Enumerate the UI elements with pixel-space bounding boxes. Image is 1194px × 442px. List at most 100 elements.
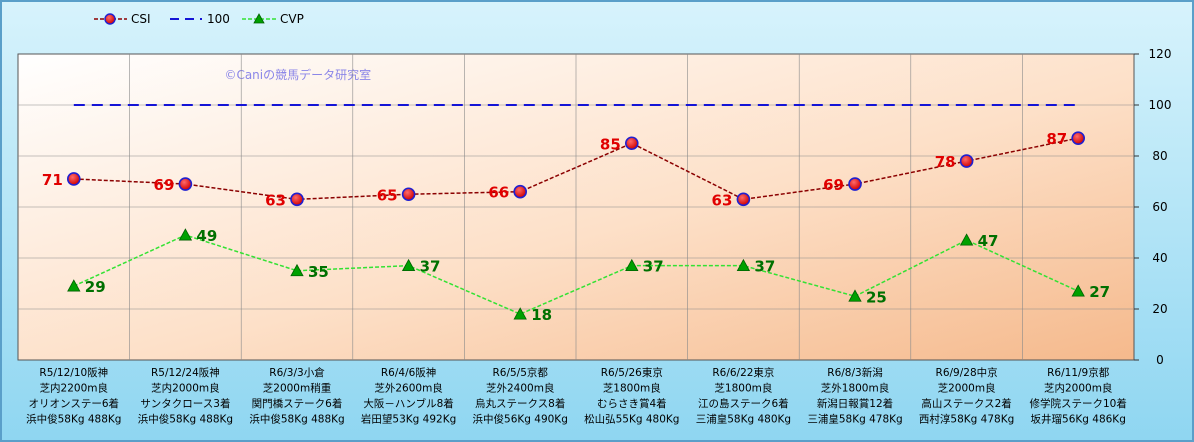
- cvp-data-label: 49: [196, 227, 217, 245]
- cvp-point: [625, 258, 639, 272]
- csi-data-label: 69: [823, 176, 844, 194]
- cvp-point: [959, 233, 974, 246]
- csi-point: [624, 136, 639, 151]
- x-category-line: 浜中俊58Kg 488Kg: [26, 413, 121, 426]
- csi-point: [290, 192, 304, 207]
- cvp-data-label: 29: [85, 278, 106, 296]
- csi-point: [401, 187, 416, 202]
- csi-point: [178, 177, 193, 191]
- legend-csi-swatch-marker: [104, 13, 116, 25]
- series-layer: 71 69 63 65 66 85 63 69 78 87 29 49 35 37 18 37 37 25 47 27: [42, 104, 1110, 324]
- x-category-line: 芝2000m稍重: [263, 382, 331, 395]
- x-category-line: 修学院ステーク10着: [1030, 397, 1127, 410]
- cvp-point: [1071, 284, 1085, 297]
- x-category-line: 松山弘55Kg 480Kg: [584, 413, 679, 426]
- csi-point: [959, 154, 974, 168]
- x-category-line: 芝内2000m良: [151, 382, 219, 395]
- legend-csi-label: CSI: [131, 12, 151, 26]
- cvp-data-label: 25: [866, 288, 887, 306]
- x-category-line: 西村淳58Kg 478Kg: [919, 413, 1014, 426]
- legend-cvp-label: CVP: [280, 12, 304, 26]
- x-category-line: R6/8/3新潟: [827, 366, 882, 379]
- cvp-point: [290, 263, 304, 277]
- csi-data-label: 85: [600, 135, 621, 153]
- x-category-line: 烏丸ステークス8着: [475, 397, 565, 410]
- x-category-label: R6/5/26東京芝1800m良むらさき賞4着松山弘55Kg 480Kg: [584, 366, 679, 426]
- watermark: ©Caniの競馬データ研究室: [224, 67, 371, 82]
- x-category-line: R5/12/24阪神: [151, 366, 220, 379]
- x-category-label: R5/12/10阪神芝内2200m良オリオンステー6着浜中俊58Kg 488Kg: [26, 366, 121, 426]
- x-category-line: R6/5/5京都: [492, 366, 548, 379]
- csi-point: [67, 172, 81, 186]
- x-category-line: 岩田望53Kg 492Kg: [361, 413, 456, 426]
- x-category-line: 高山ステークス2着: [921, 397, 1011, 410]
- cvp-point: [736, 258, 751, 272]
- x-category-line: R6/9/28中京: [936, 366, 998, 379]
- cvp-point: [848, 289, 862, 302]
- cvp-point: [513, 307, 527, 320]
- x-category-line: R6/5/26東京: [601, 366, 663, 379]
- cvp-data-label: 47: [978, 232, 999, 250]
- csi-data-label: 69: [154, 176, 175, 194]
- x-category-line: 芝内2000m良: [1044, 382, 1112, 395]
- x-category-line: オリオンステー6着: [29, 397, 119, 410]
- x-category-line: 芝1800m良: [714, 382, 772, 395]
- csi-data-label: 65: [377, 186, 398, 204]
- x-category-line: 浜中俊58Kg 488Kg: [249, 413, 344, 426]
- y-tick-label: 20: [1152, 302, 1167, 316]
- x-category-line: 浜中俊56Kg 490Kg: [473, 413, 568, 426]
- x-category-line: 芝外2600m良: [374, 382, 442, 395]
- cvp-data-label: 37: [420, 258, 441, 276]
- cvp-data-label: 18: [531, 306, 552, 324]
- x-category-line: 関門橋ステーク6着: [252, 397, 343, 410]
- csi-data-label: 63: [265, 191, 286, 209]
- x-category-line: むらさき賞4着: [597, 397, 667, 410]
- x-category-line: 新潟日報賞12着: [817, 397, 893, 410]
- x-category-label: R6/4/6阪神芝外2600m良大阪－ハンブル8着岩田望53Kg 492Kg: [361, 366, 456, 426]
- x-category-line: R6/4/6阪神: [381, 366, 436, 379]
- y-tick-label: 60: [1152, 200, 1167, 214]
- x-category-line: 芝外2400m良: [486, 382, 554, 395]
- y-tick-label: 0: [1156, 353, 1164, 367]
- legend: CSI 100 CVP: [94, 12, 304, 26]
- csi-point: [513, 184, 528, 199]
- x-category-line: 芝1800m良: [603, 382, 661, 395]
- cvp-point: [401, 258, 416, 272]
- x-category-line: R5/12/10阪神: [39, 366, 108, 379]
- x-category-line: 大阪－ハンブル8着: [363, 397, 453, 410]
- x-category-label: R6/6/22東京芝1800m良江の島ステーク6着三浦皇58Kg 480Kg: [696, 366, 791, 426]
- legend-cvp-swatch-marker: [253, 13, 265, 24]
- cvp-data-label: 37: [643, 258, 664, 276]
- x-category-line: R6/6/22東京: [712, 366, 774, 379]
- cvp-data-label: 35: [308, 263, 329, 281]
- csi-data-label: 87: [1046, 130, 1067, 148]
- series-cvp-line: [73, 234, 1079, 315]
- x-category-line: 三浦皇58Kg 480Kg: [696, 413, 791, 426]
- x-category-line: 浜中俊58Kg 488Kg: [138, 413, 233, 426]
- x-category-label: R6/8/3新潟芝外1800m良新潟日報賞12着三浦皇58Kg 478Kg: [807, 366, 902, 426]
- csi-data-label: 78: [935, 153, 956, 171]
- cvp-point: [178, 228, 193, 241]
- csi-data-label: 63: [712, 191, 733, 209]
- cvp-data-label: 37: [754, 258, 775, 276]
- x-category-line: 坂井瑠56Kg 486Kg: [1031, 413, 1126, 426]
- x-category-label: R6/5/5京都芝外2400m良烏丸ステークス8着浜中俊56Kg 490Kg: [473, 366, 568, 426]
- csi-data-label: 71: [42, 171, 63, 189]
- x-category-label: R5/12/24阪神芝内2000m良サンタクロース3着浜中俊58Kg 488Kg: [138, 366, 233, 426]
- csi-point: [736, 192, 751, 207]
- cvp-point: [67, 279, 81, 292]
- x-category-label: R6/3/3小倉芝2000m稍重関門橋ステーク6着浜中俊58Kg 488Kg: [249, 366, 344, 426]
- x-category-line: 芝内2200m良: [40, 382, 108, 395]
- x-category-line: 江の島ステーク6着: [698, 397, 789, 410]
- series-csi-line: [73, 137, 1079, 201]
- x-category-line: R6/3/3小倉: [269, 366, 325, 379]
- x-category-line: 芝外1800m良: [821, 382, 889, 395]
- x-category-line: サンタクロース3着: [140, 397, 230, 410]
- cvp-data-label: 27: [1089, 283, 1110, 301]
- csi-data-label: 66: [488, 184, 509, 202]
- y-tick-label: 80: [1152, 149, 1167, 163]
- x-category-line: R6/11/9京都: [1047, 366, 1110, 379]
- x-category-label: R6/9/28中京芝2000m良高山ステークス2着西村淳58Kg 478Kg: [919, 366, 1014, 426]
